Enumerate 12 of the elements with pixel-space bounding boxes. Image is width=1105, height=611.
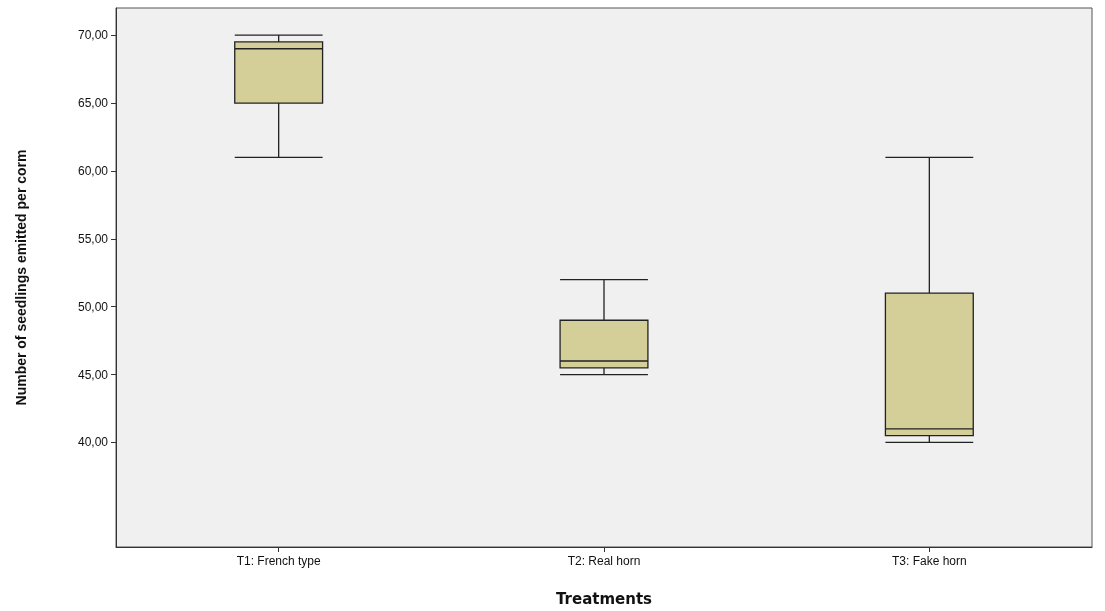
x-tick-label: T3: Fake horn [891, 554, 967, 568]
y-axis-title: Number of seedlings emitted per corm [13, 149, 29, 406]
y-tick-label: 65,00 [77, 96, 109, 111]
y-tick-label: 45,00 [77, 367, 109, 382]
x-tick-label: T1: French type [236, 554, 321, 568]
y-tick-label: 55,00 [77, 231, 109, 246]
x-tick-label: T2: Real horn [567, 554, 641, 568]
y-tick-label: 60,00 [77, 163, 109, 178]
x-axis-title: Treatments [555, 589, 653, 608]
y-tick-label: 40,00 [77, 435, 109, 450]
y-tick-label: 50,00 [77, 299, 109, 314]
y-tick-label: 70,00 [77, 28, 109, 43]
